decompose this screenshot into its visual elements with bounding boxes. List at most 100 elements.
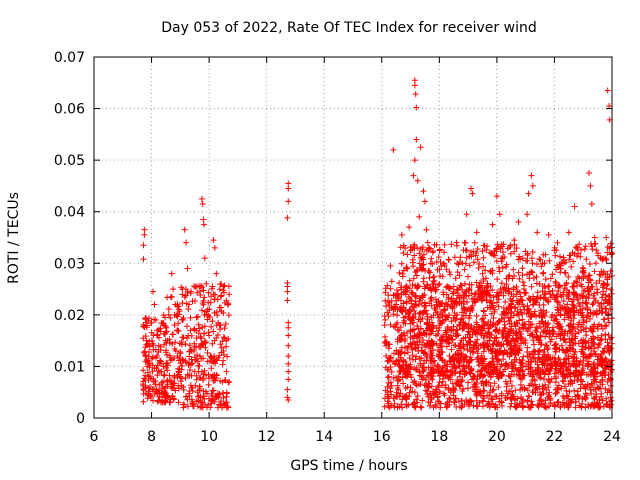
data-point xyxy=(536,256,543,263)
data-point xyxy=(552,278,559,285)
data-point xyxy=(391,395,398,402)
data-point xyxy=(592,376,599,383)
data-point xyxy=(157,358,164,365)
data-point xyxy=(140,256,147,263)
data-point xyxy=(434,266,441,273)
data-point xyxy=(181,401,188,408)
data-point xyxy=(596,271,603,278)
data-point xyxy=(586,353,593,360)
data-point xyxy=(403,403,410,410)
data-point xyxy=(551,370,558,377)
data-point xyxy=(487,268,494,275)
data-point xyxy=(405,343,412,350)
data-point xyxy=(536,339,543,346)
data-point xyxy=(390,374,397,381)
data-point xyxy=(202,388,209,395)
data-point xyxy=(431,241,438,248)
data-point xyxy=(567,308,574,315)
data-point xyxy=(193,335,200,342)
data-point xyxy=(398,357,405,364)
data-point xyxy=(600,300,607,307)
data-point xyxy=(165,306,172,313)
data-point xyxy=(472,373,479,380)
data-point xyxy=(436,246,443,253)
data-point xyxy=(538,398,545,405)
data-point xyxy=(591,345,598,352)
data-point xyxy=(458,404,465,411)
data-point xyxy=(493,258,500,265)
data-point xyxy=(465,363,472,370)
data-point xyxy=(465,337,472,344)
data-point xyxy=(554,384,561,391)
data-point xyxy=(602,309,609,316)
data-point xyxy=(598,372,605,379)
data-point xyxy=(144,369,151,376)
data-point xyxy=(413,136,420,143)
data-point xyxy=(152,317,159,324)
data-point xyxy=(458,337,465,344)
data-point xyxy=(517,381,524,388)
data-point xyxy=(165,311,172,318)
data-point xyxy=(501,254,508,261)
data-point xyxy=(407,316,414,323)
data-point xyxy=(557,262,564,269)
data-point xyxy=(525,318,532,325)
data-point xyxy=(470,402,477,409)
data-point xyxy=(414,282,421,289)
data-point xyxy=(447,389,454,396)
data-point xyxy=(555,398,562,405)
data-point xyxy=(397,305,404,312)
data-point xyxy=(528,283,535,290)
data-point xyxy=(197,374,204,381)
data-point xyxy=(592,368,599,375)
data-point xyxy=(552,315,559,322)
data-point xyxy=(460,292,467,299)
data-point xyxy=(427,330,434,337)
data-point xyxy=(464,347,471,354)
data-point xyxy=(140,398,147,405)
data-point xyxy=(529,182,536,189)
data-point xyxy=(524,387,531,394)
data-point xyxy=(388,382,395,389)
data-point xyxy=(184,396,191,403)
data-point xyxy=(475,389,482,396)
data-point xyxy=(584,363,591,370)
data-point xyxy=(285,185,292,192)
data-point xyxy=(571,203,578,210)
data-point xyxy=(449,305,456,312)
data-point xyxy=(481,395,488,402)
data-point xyxy=(412,366,419,373)
data-point xyxy=(568,339,575,346)
data-point xyxy=(508,301,515,308)
data-point xyxy=(211,244,218,251)
data-point xyxy=(223,368,230,375)
data-point xyxy=(485,291,492,298)
data-point xyxy=(454,326,461,333)
data-point xyxy=(415,283,422,290)
data-point xyxy=(527,365,534,372)
data-point xyxy=(560,337,567,344)
data-point xyxy=(485,343,492,350)
data-point xyxy=(180,404,187,411)
data-point xyxy=(524,344,531,351)
data-point xyxy=(397,297,404,304)
data-point xyxy=(187,367,194,374)
data-point xyxy=(443,266,450,273)
data-point xyxy=(564,366,571,373)
data-point xyxy=(210,291,217,298)
data-point xyxy=(198,282,205,289)
data-point xyxy=(395,290,402,297)
x-tick-label: 6 xyxy=(90,429,99,445)
data-point xyxy=(142,358,149,365)
data-point xyxy=(471,291,478,298)
data-point xyxy=(594,310,601,317)
data-point xyxy=(385,373,392,380)
data-points xyxy=(139,77,615,411)
data-point xyxy=(593,286,600,293)
data-point xyxy=(525,190,532,197)
data-point xyxy=(556,283,563,290)
data-point xyxy=(566,388,573,395)
data-point xyxy=(591,268,598,275)
data-point xyxy=(144,363,151,370)
data-point xyxy=(517,329,524,336)
